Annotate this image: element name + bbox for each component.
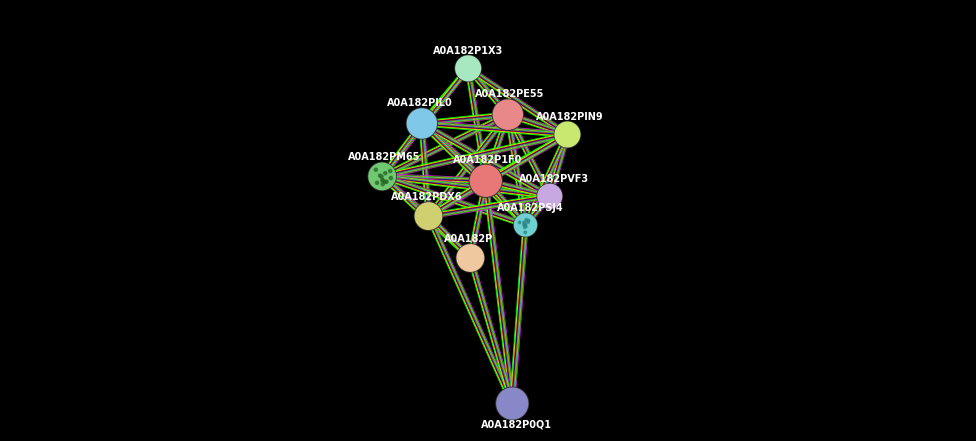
Circle shape xyxy=(469,164,503,197)
Circle shape xyxy=(368,162,396,191)
Circle shape xyxy=(407,109,436,138)
Text: A0A182PE55: A0A182PE55 xyxy=(475,89,545,99)
Circle shape xyxy=(496,387,529,420)
Circle shape xyxy=(415,202,442,230)
Circle shape xyxy=(527,221,529,224)
Circle shape xyxy=(406,108,437,139)
Circle shape xyxy=(457,245,483,271)
Circle shape xyxy=(376,181,379,184)
Circle shape xyxy=(389,176,392,179)
Text: A0A182P1X3: A0A182P1X3 xyxy=(433,46,504,56)
Circle shape xyxy=(388,169,391,172)
Circle shape xyxy=(538,184,561,208)
Text: A0A182PVF3: A0A182PVF3 xyxy=(519,174,590,183)
Circle shape xyxy=(514,214,537,236)
Circle shape xyxy=(497,388,528,419)
Circle shape xyxy=(379,174,382,177)
Circle shape xyxy=(382,179,385,182)
Circle shape xyxy=(374,168,378,171)
Circle shape xyxy=(457,244,484,272)
Circle shape xyxy=(525,218,528,221)
Circle shape xyxy=(369,163,395,190)
Circle shape xyxy=(470,165,502,196)
Circle shape xyxy=(537,183,562,209)
Circle shape xyxy=(381,183,385,186)
Text: A0A182PDX6: A0A182PDX6 xyxy=(390,192,462,202)
Circle shape xyxy=(555,122,580,147)
Circle shape xyxy=(524,225,527,228)
Circle shape xyxy=(523,226,526,228)
Circle shape xyxy=(554,121,581,148)
Circle shape xyxy=(513,213,537,236)
Text: A0A182PSJ4: A0A182PSJ4 xyxy=(497,203,563,213)
Text: A0A182P1F0: A0A182P1F0 xyxy=(453,155,523,164)
Circle shape xyxy=(493,99,523,130)
Circle shape xyxy=(384,180,386,183)
Text: A0A182PIN9: A0A182PIN9 xyxy=(536,112,603,122)
Circle shape xyxy=(384,172,386,175)
Text: A0A182PIL0: A0A182PIL0 xyxy=(386,98,453,108)
Circle shape xyxy=(493,100,522,129)
Circle shape xyxy=(524,224,526,226)
Circle shape xyxy=(518,221,521,224)
Circle shape xyxy=(385,180,388,183)
Text: A0A182P: A0A182P xyxy=(443,234,493,244)
Circle shape xyxy=(523,221,525,224)
Circle shape xyxy=(527,219,530,222)
Circle shape xyxy=(523,223,525,226)
Text: A0A182PM65: A0A182PM65 xyxy=(348,153,421,162)
Circle shape xyxy=(455,55,481,82)
Circle shape xyxy=(456,56,480,81)
Circle shape xyxy=(415,203,442,229)
Text: A0A182P0Q1: A0A182P0Q1 xyxy=(481,420,552,430)
Circle shape xyxy=(381,178,384,182)
Circle shape xyxy=(524,231,527,234)
Circle shape xyxy=(380,175,384,178)
